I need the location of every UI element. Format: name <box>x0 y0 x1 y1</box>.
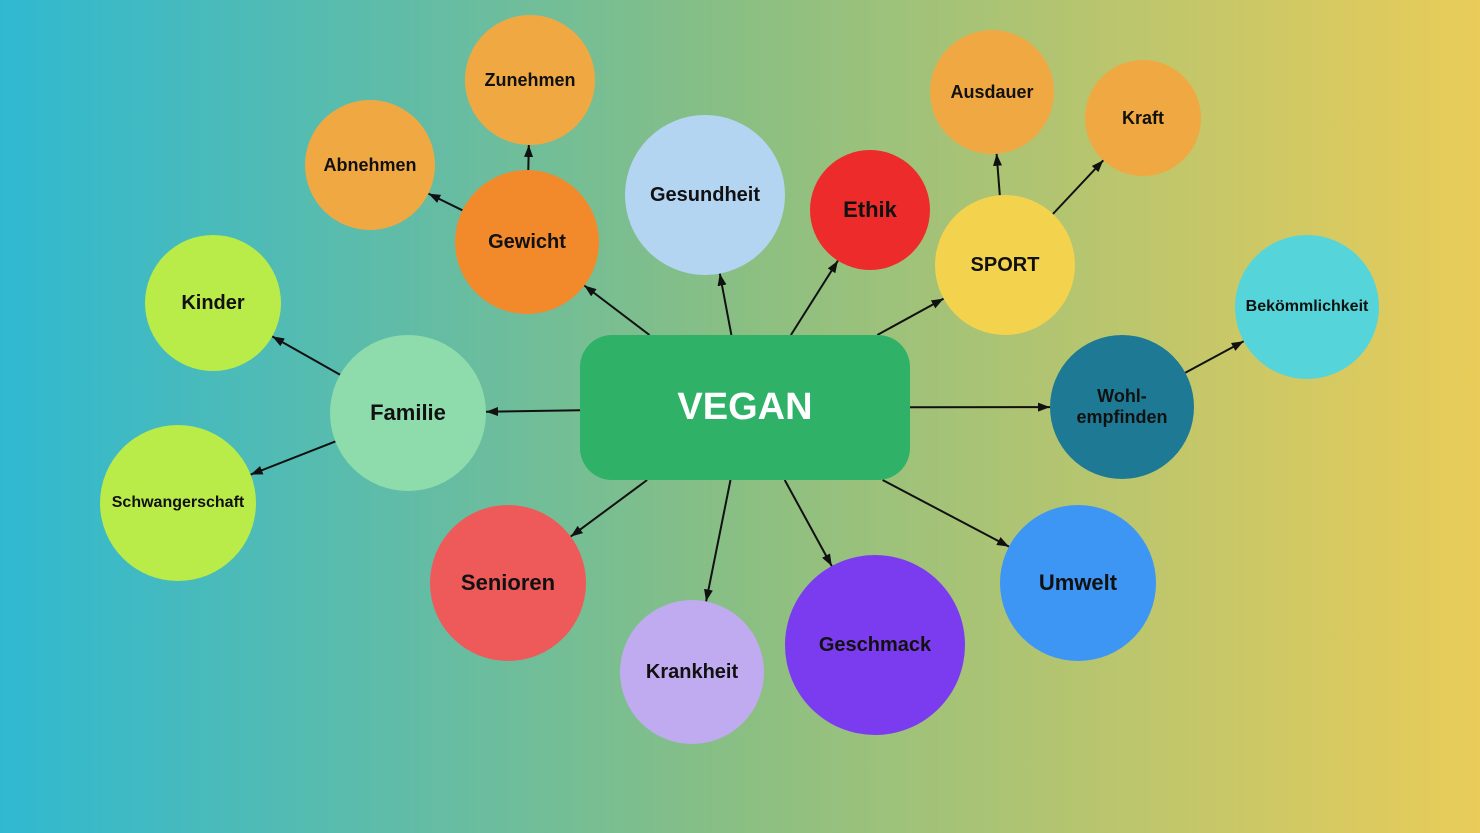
node-bekoemmlichkeit: Bekömmlichkeit <box>1235 235 1379 379</box>
edge-vegan-to-krankheit <box>706 480 730 601</box>
node-label-ausdauer: Ausdauer <box>950 82 1033 103</box>
node-label-schwangerschaft: Schwangerschaft <box>112 494 244 512</box>
node-label-familie: Familie <box>370 400 446 425</box>
node-umwelt: Umwelt <box>1000 505 1156 661</box>
node-kinder: Kinder <box>145 235 281 371</box>
node-familie: Familie <box>330 335 486 491</box>
edge-vegan-to-familie <box>486 410 580 412</box>
node-abnehmen: Abnehmen <box>305 100 435 230</box>
edge-wohlempfinden-to-bekoemmlichkeit <box>1185 341 1243 373</box>
node-gesundheit: Gesundheit <box>625 115 785 275</box>
node-label-sport: SPORT <box>971 254 1040 277</box>
node-label-umwelt: Umwelt <box>1039 570 1117 595</box>
node-geschmack: Geschmack <box>785 555 965 735</box>
edge-familie-to-kinder <box>272 336 340 374</box>
node-label-kinder: Kinder <box>181 292 244 315</box>
node-label-geschmack: Geschmack <box>819 634 931 657</box>
edge-vegan-to-senioren <box>571 480 647 537</box>
node-label-kraft: Kraft <box>1122 108 1164 129</box>
node-ausdauer: Ausdauer <box>930 30 1054 154</box>
edge-gewicht-to-zunehmen <box>528 145 529 170</box>
edge-vegan-to-sport <box>877 299 943 335</box>
node-kraft: Kraft <box>1085 60 1201 176</box>
node-wohlempfinden: Wohl- empfinden <box>1050 335 1194 479</box>
node-sport: SPORT <box>935 195 1075 335</box>
edge-vegan-to-umwelt <box>883 480 1009 547</box>
edge-sport-to-ausdauer <box>997 154 1000 195</box>
node-schwangerschaft: Schwangerschaft <box>100 425 256 581</box>
node-label-senioren: Senioren <box>461 570 555 595</box>
edge-vegan-to-ethik <box>791 261 838 335</box>
mindmap-canvas: VEGAN Gewicht Abnehmen Zunehmen Gesundheit Et… <box>0 0 1480 833</box>
edge-vegan-to-gewicht <box>584 286 649 336</box>
node-label-wohlempfinden: Wohl- empfinden <box>1076 386 1167 427</box>
center-node-label: VEGAN <box>677 386 812 429</box>
node-label-krankheit: Krankheit <box>646 661 738 684</box>
edge-gewicht-to-abnehmen <box>428 194 462 211</box>
edge-sport-to-kraft <box>1053 160 1103 214</box>
node-krankheit: Krankheit <box>620 600 764 744</box>
edge-familie-to-schwangerschaft <box>251 441 336 474</box>
node-label-zunehmen: Zunehmen <box>484 70 575 91</box>
node-ethik: Ethik <box>810 150 930 270</box>
node-gewicht: Gewicht <box>455 170 599 314</box>
node-zunehmen: Zunehmen <box>465 15 595 145</box>
node-label-gesundheit: Gesundheit <box>650 184 760 207</box>
edge-vegan-to-gesundheit <box>720 274 732 335</box>
node-label-abnehmen: Abnehmen <box>323 155 416 176</box>
node-senioren: Senioren <box>430 505 586 661</box>
node-label-gewicht: Gewicht <box>488 231 566 254</box>
edge-vegan-to-geschmack <box>785 480 832 566</box>
center-node-vegan: VEGAN <box>580 335 910 480</box>
node-label-ethik: Ethik <box>843 197 897 222</box>
node-label-bekoemmlichkeit: Bekömmlichkeit <box>1246 298 1369 316</box>
